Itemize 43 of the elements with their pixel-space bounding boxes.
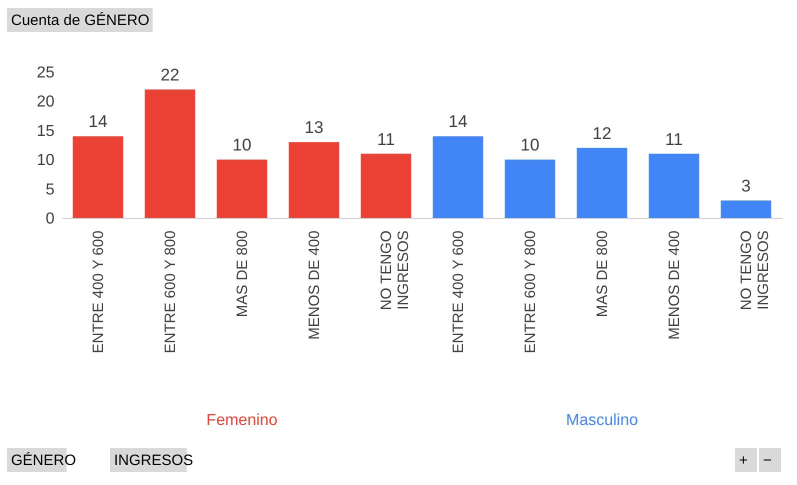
text: + bbox=[739, 452, 748, 469]
bar bbox=[72, 136, 124, 218]
data-label: 13 bbox=[304, 118, 324, 138]
x-tick-label: MAS DE 800 bbox=[234, 230, 251, 318]
y-tick-label: 0 bbox=[46, 210, 55, 228]
x-tick-label: MENOS DE 400 bbox=[306, 230, 323, 340]
x-tick-label: NO TENGO INGRESOS bbox=[738, 230, 772, 310]
data-label: 22 bbox=[160, 66, 180, 85]
bar bbox=[504, 160, 556, 218]
bar bbox=[576, 148, 628, 218]
x-tick-label: NO TENGO INGRESOS bbox=[378, 230, 412, 310]
bar bbox=[432, 136, 484, 218]
data-label: 10 bbox=[520, 136, 540, 155]
x-tick-label: MENOS DE 400 bbox=[666, 230, 683, 340]
text: Masculino bbox=[566, 412, 638, 429]
bar bbox=[360, 154, 412, 218]
data-label: 14 bbox=[88, 112, 108, 132]
chart-title: Cuenta de GÉNERO bbox=[11, 11, 150, 29]
y-tick-label: 25 bbox=[36, 64, 55, 82]
data-label: 11 bbox=[377, 130, 395, 149]
text: INGRESOS bbox=[114, 452, 194, 469]
data-label: 14 bbox=[448, 112, 468, 132]
y-tick-label: 5 bbox=[46, 181, 55, 198]
bar bbox=[720, 200, 772, 218]
bar bbox=[216, 160, 268, 218]
text: − bbox=[763, 452, 772, 469]
x-tick-label: ENTRE 600 Y 800 bbox=[522, 230, 539, 354]
text: Femenino bbox=[206, 412, 278, 429]
bar bbox=[648, 154, 700, 218]
y-tick-label: 20 bbox=[36, 94, 55, 111]
x-tick-label: ENTRE 400 Y 600 bbox=[90, 230, 107, 354]
bar bbox=[144, 90, 196, 218]
data-label: 3 bbox=[741, 176, 751, 196]
data-label: 12 bbox=[592, 124, 612, 143]
bar bbox=[288, 142, 340, 218]
x-tick-label: ENTRE 400 Y 600 bbox=[450, 230, 467, 354]
data-label: 11 bbox=[665, 130, 683, 149]
x-tick-label: ENTRE 600 Y 800 bbox=[162, 230, 179, 354]
y-tick-label: 10 bbox=[36, 152, 55, 170]
x-tick-label: MAS DE 800 bbox=[594, 230, 611, 318]
y-tick-label: 15 bbox=[36, 122, 55, 140]
text: GÉNERO bbox=[11, 451, 76, 469]
data-label: 10 bbox=[232, 136, 252, 155]
